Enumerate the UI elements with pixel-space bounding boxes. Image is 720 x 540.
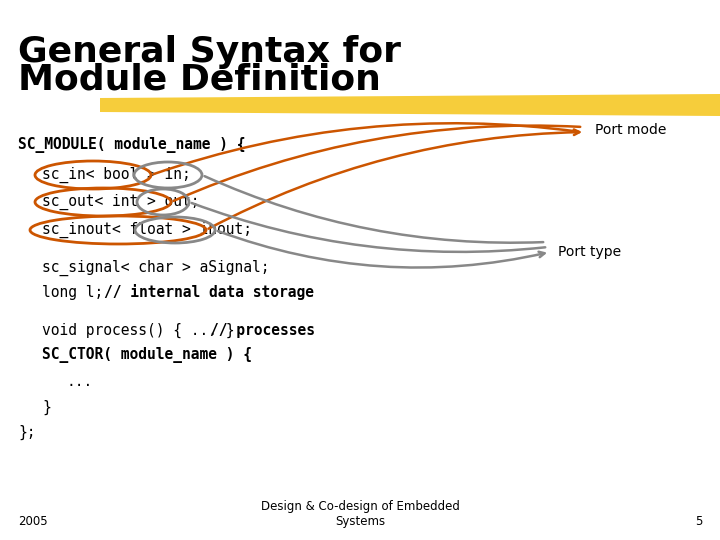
Text: Port type: Port type <box>558 245 621 259</box>
Text: sc_signal< char > aSignal;: sc_signal< char > aSignal; <box>42 260 269 276</box>
Text: Module Definition: Module Definition <box>18 62 381 96</box>
Text: 2005: 2005 <box>18 515 48 528</box>
Text: 5: 5 <box>695 515 702 528</box>
Text: // processes: // processes <box>210 322 315 338</box>
Text: sc_out< int > out;: sc_out< int > out; <box>42 194 199 210</box>
Text: void process() { ... }: void process() { ... } <box>42 322 252 338</box>
Text: SC_CTOR( module_name ) {: SC_CTOR( module_name ) { <box>42 347 252 363</box>
Text: sc_inout< float > inout;: sc_inout< float > inout; <box>42 222 252 238</box>
Polygon shape <box>100 94 720 116</box>
Text: sc_in< bool > in;: sc_in< bool > in; <box>42 167 191 183</box>
Text: }: } <box>42 400 50 415</box>
Text: General Syntax for: General Syntax for <box>18 35 401 69</box>
Text: long l;: long l; <box>42 285 112 300</box>
Text: // internal data storage: // internal data storage <box>104 284 314 300</box>
Text: Design & Co-design of Embedded
Systems: Design & Co-design of Embedded Systems <box>261 500 459 528</box>
Text: SC_MODULE( module_name ) {: SC_MODULE( module_name ) { <box>18 137 246 153</box>
Text: };: }; <box>18 424 35 440</box>
Text: ...: ... <box>66 375 92 389</box>
Text: Port mode: Port mode <box>595 123 667 137</box>
